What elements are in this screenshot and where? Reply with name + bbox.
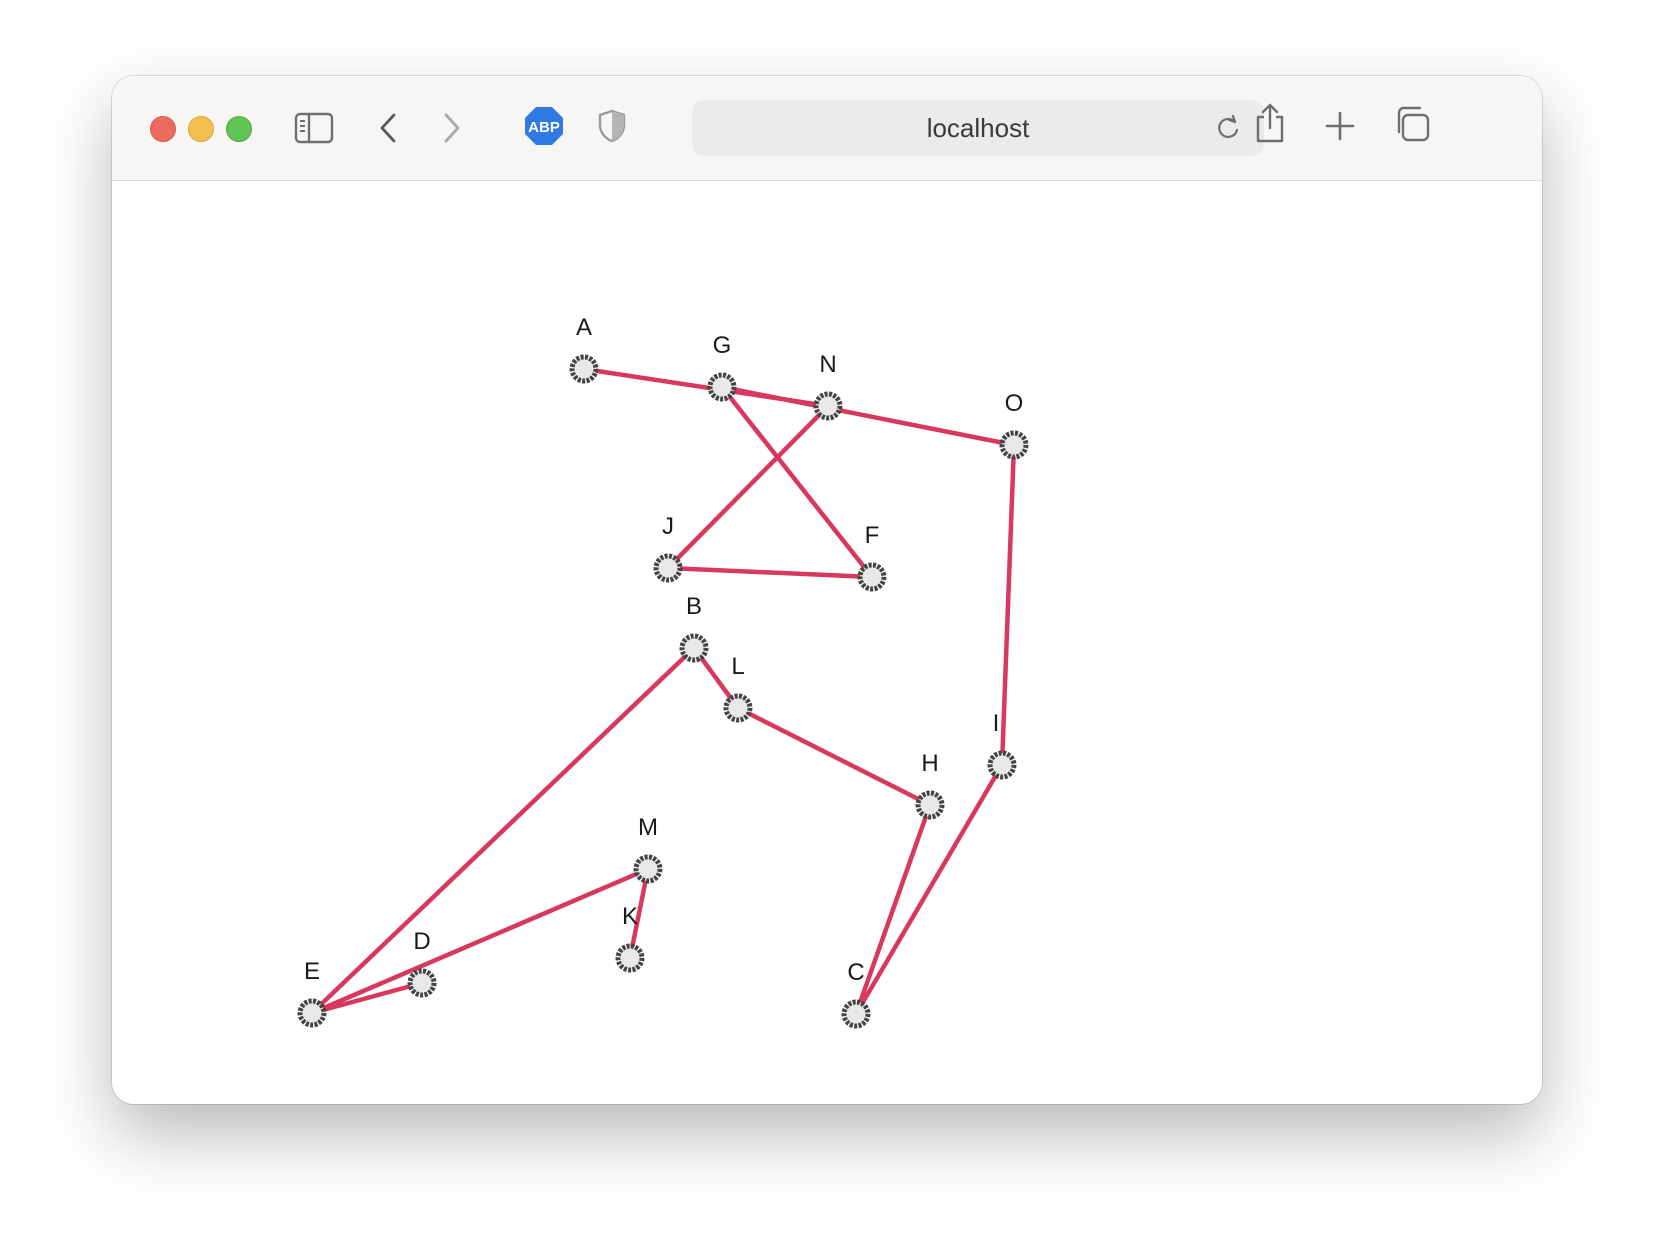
reload-button[interactable] [1212, 112, 1244, 144]
back-icon [380, 113, 396, 143]
adblock-icon: ABP [525, 107, 563, 145]
browser-window: ABP localhost [112, 76, 1542, 1104]
node-label-E: E [304, 958, 320, 985]
node-H[interactable] [915, 790, 945, 820]
edge-L-H [735, 705, 933, 808]
node-I[interactable] [987, 750, 1017, 780]
node-label-O: O [1005, 390, 1024, 417]
node-O[interactable] [999, 430, 1029, 460]
node-L[interactable] [723, 693, 753, 723]
maximize-window-button[interactable] [226, 116, 252, 142]
sidebar-toggle-button[interactable] [292, 106, 336, 150]
reload-icon [1218, 114, 1239, 139]
node-M[interactable] [633, 854, 663, 884]
edge-E-M [309, 866, 651, 1016]
node-A[interactable] [569, 354, 599, 384]
node-label-N: N [819, 351, 836, 378]
share-icon [1256, 103, 1284, 143]
node-label-M: M [638, 814, 658, 841]
node-G[interactable] [707, 372, 737, 402]
adblock-label: ABP [528, 119, 560, 136]
node-label-D: D [413, 928, 430, 955]
node-label-F: F [865, 522, 880, 549]
node-label-C: C [847, 959, 864, 986]
node-K[interactable] [615, 943, 645, 973]
edge-G-O [719, 384, 1017, 448]
node-B[interactable] [679, 633, 709, 663]
forward-button[interactable] [434, 106, 470, 150]
node-F[interactable] [857, 562, 887, 592]
edge-N-J [665, 403, 831, 571]
tabs-overview-icon [1397, 106, 1430, 142]
graph-canvas: A G N O J F B L I H M K D E C [297, 314, 1029, 1029]
page-content: A G N O J F B L I H M K D E C [112, 181, 1542, 1104]
edge-H-C [853, 802, 933, 1017]
edge-O-I [999, 442, 1017, 768]
node-N[interactable] [813, 391, 843, 421]
node-J[interactable] [653, 553, 683, 583]
back-button[interactable] [370, 106, 406, 150]
node-label-K: K [622, 903, 638, 930]
edge-J-F [665, 565, 875, 580]
edge-G-F [719, 384, 875, 580]
edge-I-C [853, 762, 1005, 1017]
edge-M-K [627, 866, 651, 961]
node-label-I: I [993, 710, 1000, 737]
node-label-A: A [576, 314, 592, 341]
browser-toolbar: ABP localhost [112, 76, 1542, 181]
tabs-overview-button[interactable] [1390, 102, 1434, 146]
adblock-button[interactable]: ABP [522, 104, 566, 148]
node-label-J: J [662, 513, 674, 540]
node-label-H: H [921, 750, 938, 777]
node-E[interactable] [297, 998, 327, 1028]
new-tab-button[interactable] [1320, 106, 1360, 146]
edge-E-D [309, 980, 425, 1016]
share-button[interactable] [1250, 100, 1290, 146]
sidebar-icon [294, 112, 334, 144]
node-label-L: L [731, 653, 744, 680]
node-C[interactable] [841, 999, 871, 1029]
edge-B-E [309, 645, 697, 1016]
minimize-window-button[interactable] [188, 116, 214, 142]
node-label-B: B [686, 593, 702, 620]
shield-icon [598, 109, 626, 143]
new-tab-icon [1325, 111, 1355, 141]
node-label-G: G [713, 332, 732, 359]
close-window-button[interactable] [150, 116, 176, 142]
forward-icon [444, 113, 460, 143]
address-bar[interactable]: localhost [692, 100, 1264, 156]
address-text[interactable]: localhost [926, 113, 1030, 143]
node-D[interactable] [407, 968, 437, 998]
privacy-shield-button[interactable] [594, 106, 630, 146]
